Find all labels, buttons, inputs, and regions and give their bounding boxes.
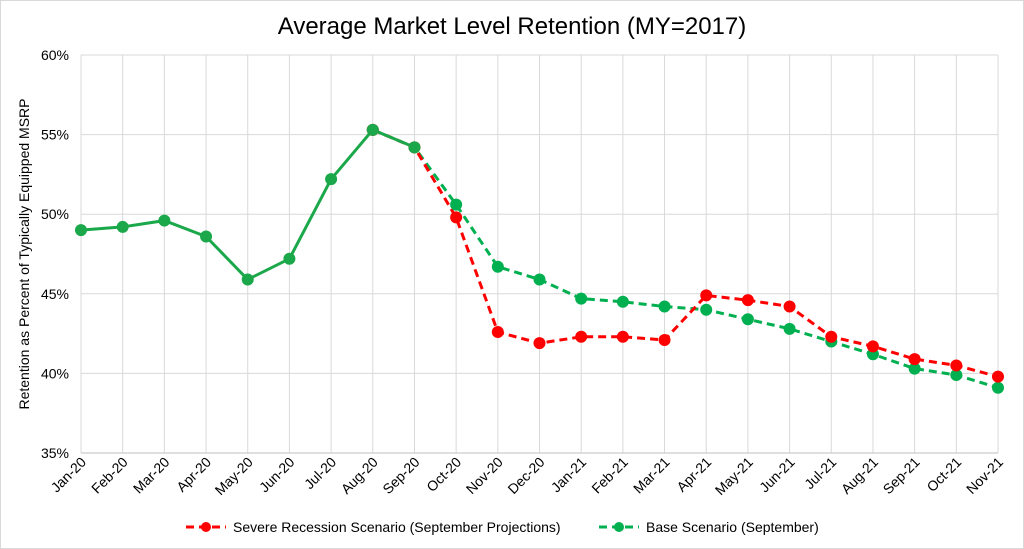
data-point-base-scenario <box>616 295 629 308</box>
y-axis-label: Retention as Percent of Typically Equipp… <box>16 98 32 409</box>
x-tick-label: Mar-20 <box>130 454 173 497</box>
x-tick-label: Sep-21 <box>880 454 923 497</box>
data-point-severe-recession <box>700 289 713 302</box>
x-tick-label: Aug-20 <box>338 454 381 497</box>
x-tick-label: Oct-21 <box>923 454 964 495</box>
data-point-base-scenario <box>992 381 1004 394</box>
x-tick-label: Feb-20 <box>88 454 131 497</box>
x-tick-label: May-20 <box>212 454 256 498</box>
x-tick-label: Mar-21 <box>630 454 673 497</box>
data-point-base-scenario <box>575 292 588 305</box>
x-tick-label: Jun-21 <box>756 454 798 496</box>
legend-swatch-marker <box>614 522 624 532</box>
x-tick-label: Feb-21 <box>588 454 631 497</box>
y-tick-label: 35% <box>41 445 69 461</box>
x-tick-label: Sep-20 <box>379 454 422 497</box>
data-point-base-scenario <box>491 260 504 273</box>
data-point-severe-recession <box>950 359 963 372</box>
x-tick-label: Apr-21 <box>673 454 714 495</box>
data-point-severe-recession <box>658 333 671 346</box>
legend-label: Base Scenario (September) <box>646 519 819 535</box>
data-point-historical <box>75 224 87 237</box>
data-point-severe-recession <box>992 370 1004 383</box>
x-tick-label: Apr-20 <box>173 454 214 495</box>
x-tick-label: Nov-21 <box>963 454 1006 497</box>
data-point-historical <box>200 230 213 243</box>
x-tick-label: Nov-20 <box>463 454 506 497</box>
data-point-historical <box>241 273 254 286</box>
data-point-severe-recession <box>866 340 879 353</box>
y-axis-ticks: 35% 40% 45% 50% 55% 60% <box>41 47 69 461</box>
data-point-severe-recession <box>908 353 921 366</box>
legend-swatch-marker <box>201 522 211 532</box>
x-tick-label: Jul-20 <box>301 454 339 492</box>
data-point-historical <box>366 123 379 136</box>
data-point-historical <box>158 214 171 227</box>
data-point-base-scenario <box>908 362 921 375</box>
legend-item-severe-recession: Severe Recession Scenario (September Pro… <box>186 519 561 535</box>
data-point-base-scenario <box>700 303 713 316</box>
data-point-base-scenario <box>950 368 963 381</box>
data-point-base-scenario <box>450 198 463 211</box>
data-point-base-scenario <box>741 313 754 326</box>
chart-title: Average Market Level Retention (MY=2017) <box>278 13 746 40</box>
x-tick-label: Jul-21 <box>801 454 839 492</box>
legend-item-base-scenario: Base Scenario (September) <box>599 519 819 535</box>
gridlines <box>80 54 999 454</box>
data-point-historical <box>283 252 296 265</box>
series-line-base-scenario <box>372 128 999 390</box>
y-tick-label: 40% <box>41 365 69 381</box>
data-point-base-scenario <box>658 300 671 313</box>
data-point-historical <box>325 173 338 186</box>
data-point-base-scenario <box>783 322 796 335</box>
data-point-historical <box>408 141 421 154</box>
data-point-severe-recession <box>825 330 838 343</box>
legend-label: Severe Recession Scenario (September Pro… <box>233 519 561 535</box>
data-point-severe-recession <box>533 337 546 350</box>
data-point-historical <box>116 220 129 233</box>
x-tick-label: Aug-21 <box>838 454 881 497</box>
data-point-base-scenario <box>533 273 546 286</box>
y-tick-label: 45% <box>41 286 69 302</box>
data-point-severe-recession <box>491 326 504 339</box>
legend: Severe Recession Scenario (September Pro… <box>186 519 819 535</box>
x-tick-label: Dec-20 <box>504 454 547 497</box>
data-point-severe-recession <box>616 330 629 343</box>
data-point-severe-recession <box>741 294 754 307</box>
x-tick-label: Jun-20 <box>256 454 298 496</box>
y-tick-label: 55% <box>41 127 69 143</box>
y-tick-label: 50% <box>41 206 69 222</box>
x-tick-label: Oct-20 <box>423 454 464 495</box>
data-point-severe-recession <box>450 211 463 224</box>
series-markers <box>75 123 1004 394</box>
x-tick-label: May-21 <box>712 454 756 498</box>
x-tick-label: Jan-21 <box>548 454 590 496</box>
data-point-severe-recession <box>575 330 588 343</box>
y-tick-label: 60% <box>41 47 69 63</box>
data-point-severe-recession <box>783 300 796 313</box>
series-line-severe-recession <box>372 128 999 379</box>
